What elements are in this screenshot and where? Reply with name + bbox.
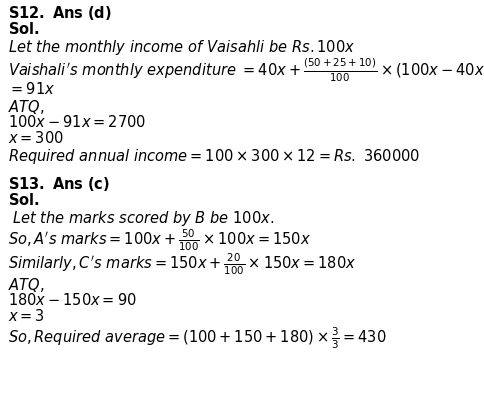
Text: $\it{Required\ annual\ income}=100\times300\times12=\it{Rs.}\ 360000$: $\it{Required\ annual\ income}=100\times… [8, 147, 420, 166]
Text: $\bf{S12.\ Ans\ (d)}$: $\bf{S12.\ Ans\ (d)}$ [8, 4, 112, 22]
Text: $\it{ATQ,}$: $\it{ATQ,}$ [8, 276, 45, 294]
Text: $\it{Let\ the\ marks\ scored\ by\ B\ be\ }100x.$: $\it{Let\ the\ marks\ scored\ by\ B\ be\… [12, 209, 274, 228]
Text: $\bf{Sol.}$: $\bf{Sol.}$ [8, 192, 40, 208]
Text: $\it{Let\ the\ monthly\ income\ of\ Vaisahli\ be\ Rs.}$$100x$: $\it{Let\ the\ monthly\ income\ of\ Vais… [8, 38, 355, 57]
Text: $\bf{S13.\ Ans\ (c)}$: $\bf{S13.\ Ans\ (c)}$ [8, 175, 110, 193]
Text: $\it{Similarly,C' s\ marks}=150x+\frac{20}{100}\times150x=180x$: $\it{Similarly,C' s\ marks}=150x+\frac{2… [8, 252, 356, 277]
Text: $x=300$: $x=300$ [8, 130, 64, 146]
Text: $x=3$: $x=3$ [8, 308, 45, 324]
Text: $100x-91x=2700$: $100x-91x=2700$ [8, 114, 146, 130]
Text: $\it{Vaishali' s\ monthly\ expenditure}\ =40x+\frac{(50+25+10)}{100}\times(100x-: $\it{Vaishali' s\ monthly\ expenditure}\… [8, 57, 484, 84]
Text: $\it{So,Required\ average}=(100+150+180)\times\frac{3}{3}=430$: $\it{So,Required\ average}=(100+150+180)… [8, 326, 387, 351]
Text: $\bf{Sol.}$: $\bf{Sol.}$ [8, 21, 40, 37]
Text: $\it{ATQ,}$: $\it{ATQ,}$ [8, 98, 45, 116]
Text: $=91x$: $=91x$ [8, 81, 55, 97]
Text: $180x-150x=90$: $180x-150x=90$ [8, 292, 136, 308]
Text: $\it{So,A' s\ marks}=100x+\frac{50}{100}\times100x=150x$: $\it{So,A' s\ marks}=100x+\frac{50}{100}… [8, 228, 311, 253]
